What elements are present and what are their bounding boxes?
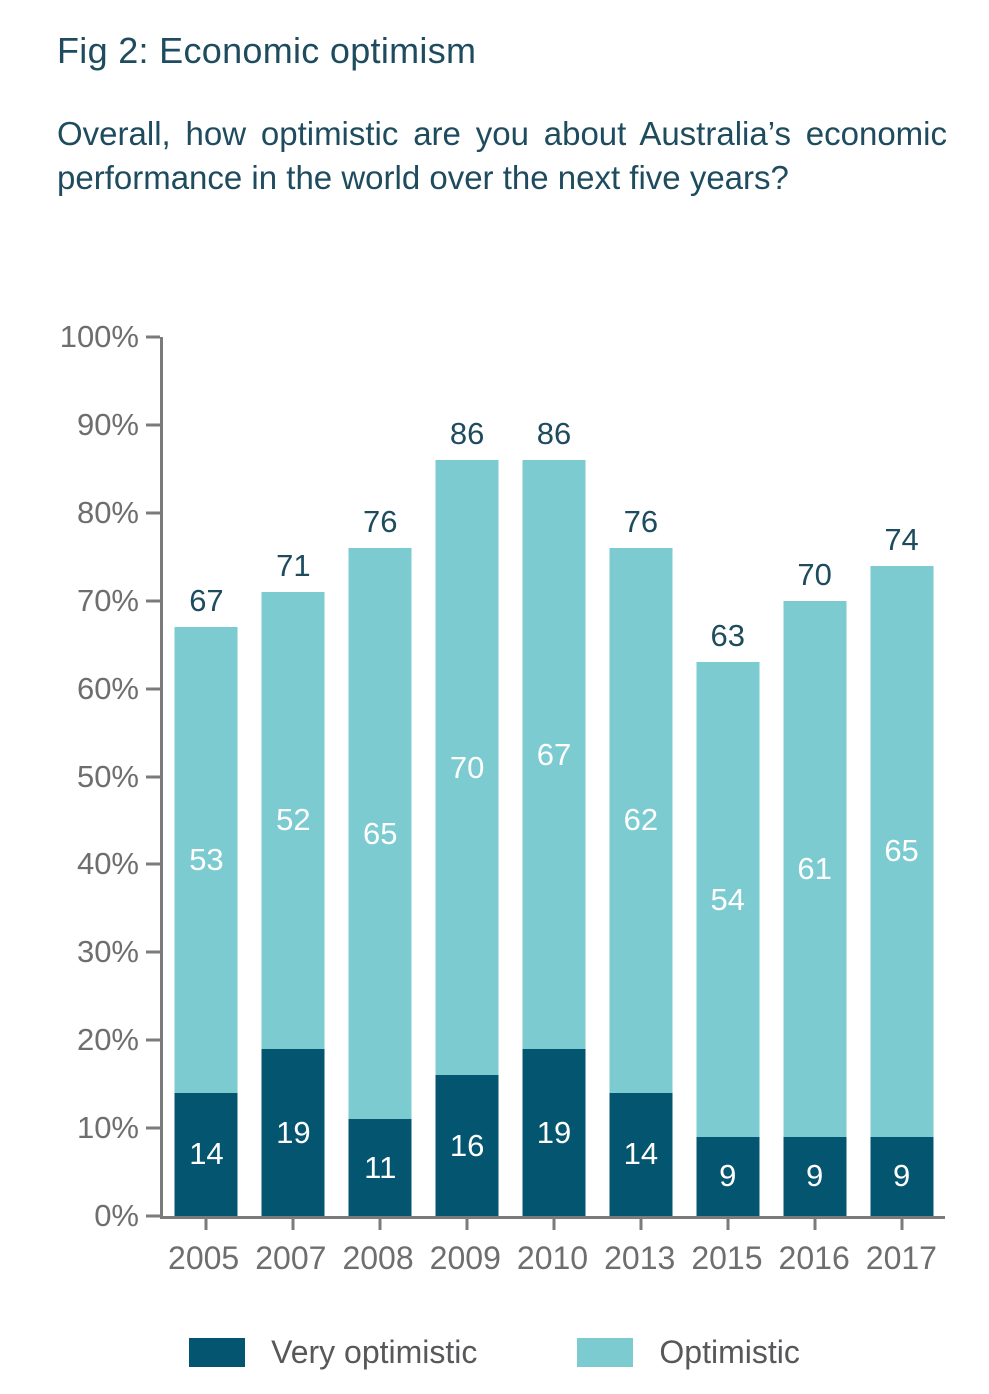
bar-cell-2013: 14 62 76	[597, 337, 684, 1230]
y-tick-mark	[146, 1126, 160, 1130]
bar-total-label: 71	[276, 547, 311, 583]
y-tick-mark	[146, 1214, 160, 1218]
y-tick-mark	[146, 335, 160, 339]
legend-label-optimistic: Optimistic	[659, 1334, 800, 1370]
segment-very-optimistic: 14	[609, 1092, 673, 1216]
segment-very-optimistic: 9	[696, 1136, 760, 1216]
x-tick-mark	[378, 1219, 382, 1230]
y-tick-mark	[146, 862, 160, 866]
bar-total-label: 67	[189, 583, 224, 619]
x-tick-label: 2016	[778, 1240, 850, 1276]
x-tick-label: 2009	[429, 1240, 501, 1276]
bar-2009: 16 70 86	[435, 337, 499, 1216]
plot-area: 100% 90% 80% 70% 60% 50% 40% 30% 20% 10% 0% 14 53 67…	[60, 319, 945, 1233]
legend-entry-optimistic: Optimistic	[577, 1334, 800, 1371]
x-tick-label: 2005	[168, 1240, 240, 1276]
bar-total-label: 74	[884, 521, 919, 557]
bar-cell-2007: 19 52 71	[250, 337, 337, 1230]
x-tick-mark	[726, 1219, 730, 1230]
legend-swatch-very-optimistic	[189, 1338, 246, 1367]
x-tick-mark	[813, 1219, 817, 1230]
y-tick-mark	[146, 950, 160, 954]
y-tick-label: 80%	[76, 494, 139, 530]
x-tick-mark	[204, 1219, 208, 1230]
bar-2010: 19 67 86	[522, 337, 586, 1216]
bar-2013: 14 62 76	[609, 337, 673, 1216]
bar-cell-2009: 16 70 86	[424, 337, 511, 1230]
bar-cell-2010: 19 67 86	[511, 337, 598, 1230]
x-tick-label: 2008	[342, 1240, 414, 1276]
y-tick-label: 60%	[76, 670, 139, 706]
x-tick-label: 2017	[865, 1240, 937, 1276]
segment-very-optimistic: 9	[870, 1136, 934, 1216]
bar-cell-2005: 14 53 67	[163, 337, 250, 1230]
bar-total-label: 63	[710, 618, 746, 654]
y-tick-label: 0%	[94, 1198, 139, 1233]
y-tick-label: 10%	[76, 1110, 139, 1146]
bar-cell-2016: 9 61 70	[771, 337, 858, 1230]
y-tick-label: 50%	[76, 758, 139, 794]
segment-optimistic: 67	[522, 460, 586, 1049]
bar-2015: 9 54 63	[696, 337, 760, 1216]
bar-2005: 14 53 67	[174, 337, 238, 1216]
bar-total-label: 86	[449, 416, 485, 452]
y-tick-label: 20%	[76, 1022, 139, 1058]
bar-cell-2008: 11 65 76	[337, 337, 424, 1230]
segment-very-optimistic: 11	[348, 1119, 412, 1216]
x-axis-labels: 2005 2007 2008 2009 2010 2013 2015 2016 2017	[160, 1240, 945, 1277]
x-tick-mark	[639, 1219, 643, 1230]
bar-cell-2015: 9 54 63	[684, 337, 771, 1230]
legend-swatch-optimistic	[577, 1338, 634, 1367]
segment-very-optimistic: 19	[261, 1049, 325, 1216]
y-tick-mark	[146, 423, 160, 427]
figure-title: Fig 2: Economic optimism	[57, 30, 477, 71]
bars-container: 14 53 67 19 52 71 11 65 76 16 70 86 19 67 86 14 62 76 9 54 6…	[163, 337, 945, 1230]
segment-very-optimistic: 14	[174, 1092, 238, 1216]
y-tick-label: 90%	[76, 406, 139, 442]
bar-2017: 9 65 74	[870, 337, 934, 1216]
bar-total-label: 86	[536, 416, 572, 452]
y-tick-label: 40%	[76, 846, 139, 882]
y-tick-mark	[146, 599, 160, 603]
bar-cell-2017: 9 65 74	[858, 337, 945, 1230]
segment-optimistic: 53	[174, 627, 238, 1093]
segment-optimistic: 65	[348, 547, 412, 1120]
bar-total-label: 76	[362, 503, 398, 539]
segment-optimistic: 65	[870, 565, 934, 1137]
bar-total-label: 70	[797, 556, 832, 592]
y-tick-label: 70%	[76, 582, 139, 618]
legend-entry-very-optimistic: Very optimistic	[189, 1334, 477, 1371]
y-tick-mark	[146, 1038, 160, 1042]
segment-optimistic: 70	[435, 460, 499, 1076]
x-tick-label: 2010	[516, 1240, 589, 1276]
segment-optimistic: 52	[261, 591, 325, 1049]
segment-optimistic: 61	[783, 600, 847, 1137]
segment-optimistic: 54	[696, 662, 760, 1137]
bar-2007: 19 52 71	[261, 337, 325, 1216]
bar-2016: 9 61 70	[783, 337, 847, 1216]
x-tick-mark	[291, 1219, 295, 1230]
y-tick-label: 100%	[59, 319, 139, 354]
figure-question: Overall, how optimistic are you about Au…	[57, 115, 947, 196]
bar-total-label: 76	[623, 503, 659, 539]
segment-very-optimistic: 16	[435, 1075, 499, 1216]
segment-very-optimistic: 9	[783, 1136, 847, 1216]
legend: Very optimistic Optimistic	[0, 1334, 989, 1371]
x-tick-mark	[900, 1219, 904, 1230]
segment-very-optimistic: 19	[522, 1049, 586, 1216]
bar-2008: 11 65 76	[348, 337, 412, 1216]
x-tick-label: 2013	[604, 1240, 676, 1276]
x-tick-label: 2015	[691, 1240, 763, 1276]
y-tick-mark	[146, 775, 160, 778]
x-tick-label: 2007	[255, 1240, 327, 1276]
legend-label-very-optimistic: Very optimistic	[271, 1334, 478, 1370]
y-tick-mark	[146, 687, 160, 691]
y-tick-mark	[146, 511, 160, 515]
y-tick-label: 30%	[76, 934, 139, 970]
x-tick-mark	[552, 1219, 556, 1230]
segment-optimistic: 62	[609, 547, 673, 1093]
x-tick-mark	[465, 1219, 469, 1230]
